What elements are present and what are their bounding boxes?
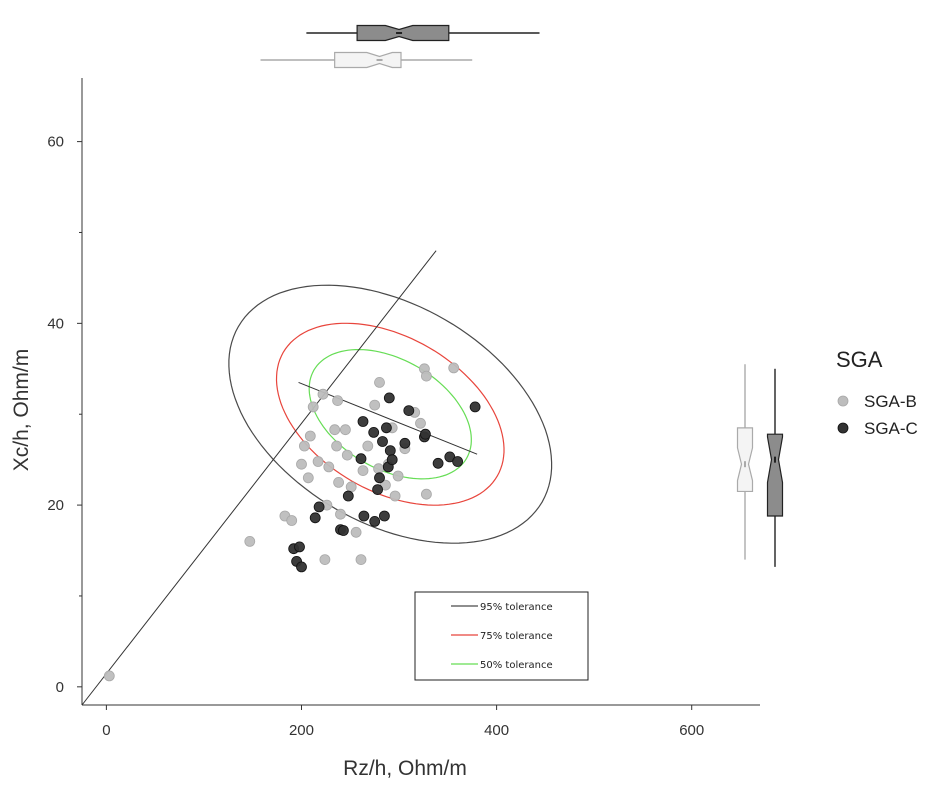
data-point bbox=[392, 470, 404, 482]
y-tick-label: 20 bbox=[47, 497, 64, 514]
y-tick-label: 40 bbox=[47, 315, 64, 332]
data-point bbox=[294, 541, 305, 553]
data-point bbox=[386, 454, 398, 466]
data-point bbox=[312, 456, 324, 467]
data-point bbox=[362, 440, 374, 452]
data-point bbox=[244, 536, 256, 547]
data-point bbox=[357, 465, 369, 477]
legend-marker bbox=[837, 422, 849, 434]
data-point bbox=[304, 430, 316, 442]
data-point bbox=[339, 424, 351, 436]
data-point bbox=[448, 362, 460, 374]
data-point bbox=[317, 388, 329, 400]
data-point bbox=[296, 458, 307, 470]
data-point bbox=[374, 472, 385, 484]
data-point bbox=[373, 463, 385, 475]
data-point bbox=[333, 476, 345, 488]
data-point bbox=[302, 472, 314, 484]
y-boxplot-box bbox=[766, 433, 784, 517]
data-point bbox=[368, 426, 380, 438]
data-point bbox=[415, 417, 426, 429]
data-point bbox=[358, 510, 370, 522]
data-point bbox=[403, 405, 415, 417]
data-point bbox=[345, 481, 357, 493]
data-point bbox=[469, 401, 481, 413]
major-axis-line bbox=[81, 250, 437, 706]
data-point bbox=[419, 428, 431, 440]
data-point bbox=[355, 453, 367, 465]
data-point bbox=[307, 401, 319, 413]
data-point bbox=[380, 422, 392, 434]
data-point bbox=[420, 488, 432, 500]
x-tick-label: 0 bbox=[102, 722, 110, 739]
tolerance-ellipses bbox=[81, 250, 553, 706]
tolerance-legend: 95% tolerance 75% tolerance 50% tolerance bbox=[414, 591, 589, 681]
data-point bbox=[103, 670, 115, 682]
x-tick-label: 200 bbox=[289, 722, 314, 739]
data-point bbox=[369, 399, 381, 411]
x-boxplot-box bbox=[356, 24, 450, 42]
data-point bbox=[369, 516, 381, 527]
legend-label: SGA-B bbox=[864, 392, 917, 411]
tolerance-ellipse bbox=[275, 322, 505, 506]
data-point bbox=[286, 515, 298, 526]
y-tick-label: 60 bbox=[47, 134, 64, 151]
data-point bbox=[355, 554, 367, 565]
group-legend: SGA SGA-B SGA-C bbox=[836, 347, 918, 438]
data-point bbox=[335, 508, 346, 520]
data-point bbox=[298, 440, 310, 452]
data-point bbox=[377, 436, 388, 447]
data-point bbox=[383, 392, 395, 404]
x-tick-label: 600 bbox=[679, 722, 704, 739]
marginal-boxplots bbox=[260, 24, 784, 567]
tolerance-legend-label: 95% tolerance bbox=[480, 602, 553, 613]
data-point bbox=[378, 510, 390, 522]
data-point bbox=[420, 370, 432, 382]
x-tick-label: 400 bbox=[484, 722, 509, 739]
tolerance-legend-label: 75% tolerance bbox=[480, 631, 553, 642]
data-point bbox=[342, 490, 354, 502]
data-points bbox=[103, 362, 481, 682]
data-point bbox=[350, 526, 362, 538]
x-boxplot-box bbox=[334, 51, 402, 69]
data-point bbox=[337, 525, 349, 536]
data-point bbox=[384, 445, 396, 457]
data-point bbox=[389, 490, 401, 502]
tolerance-legend-box bbox=[414, 591, 589, 681]
data-point bbox=[357, 416, 369, 427]
y-boxplot-box bbox=[736, 427, 754, 493]
data-point bbox=[319, 554, 331, 565]
data-point bbox=[329, 424, 341, 436]
data-point bbox=[296, 561, 307, 573]
data-point bbox=[309, 512, 321, 524]
data-point bbox=[331, 440, 343, 452]
y-tick-label: 0 bbox=[56, 679, 64, 696]
legend-label: SGA-C bbox=[864, 419, 918, 438]
x-axis-title: Rz/h, Ohm/m bbox=[343, 757, 467, 780]
axes: 0 200 400 600 0 20 40 60 bbox=[47, 78, 760, 739]
tolerance-legend-label: 50% tolerance bbox=[480, 660, 553, 671]
data-point bbox=[341, 449, 353, 461]
legend-marker bbox=[837, 395, 849, 407]
data-point bbox=[372, 484, 384, 496]
data-point bbox=[313, 501, 325, 513]
data-point bbox=[399, 437, 411, 449]
data-point bbox=[374, 376, 385, 388]
tolerance-ellipse bbox=[228, 284, 553, 544]
legend-title: SGA bbox=[836, 347, 883, 372]
data-point bbox=[332, 395, 344, 407]
data-point bbox=[432, 457, 444, 469]
y-axis-title: Xc/h, Ohm/m bbox=[10, 349, 33, 472]
data-point bbox=[323, 461, 335, 473]
data-point bbox=[452, 456, 464, 467]
